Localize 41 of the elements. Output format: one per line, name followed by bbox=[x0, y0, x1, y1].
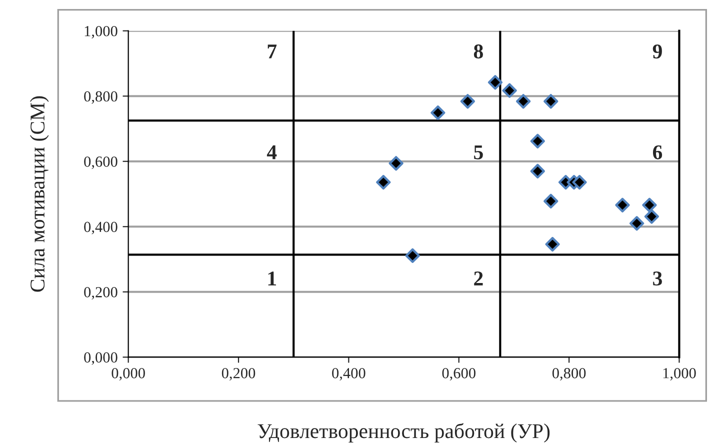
point bbox=[642, 198, 657, 212]
annotation: 8 bbox=[474, 44, 483, 58]
point bbox=[502, 83, 517, 98]
y-axis-title: Сила мотивации (СМ) bbox=[30, 96, 49, 292]
annotation: 5 bbox=[474, 145, 483, 160]
y-tick-label: 0,400 bbox=[84, 222, 118, 234]
point bbox=[405, 248, 420, 263]
point bbox=[572, 174, 587, 190]
point bbox=[488, 75, 503, 90]
point bbox=[629, 216, 644, 231]
annotation: 4 bbox=[266, 145, 277, 160]
x-tick-label: 0,200 bbox=[222, 368, 256, 381]
x-tick-label: 0,600 bbox=[442, 368, 476, 381]
point bbox=[544, 94, 558, 109]
point bbox=[644, 209, 659, 224]
x-tick-label: 0,400 bbox=[332, 368, 366, 381]
annotation: 3 bbox=[653, 272, 662, 286]
y-tick-label: 0,000 bbox=[84, 352, 118, 365]
y-tick-label: 1,000 bbox=[84, 26, 118, 38]
annotation: 9 bbox=[652, 44, 662, 58]
y-tick-label: 0,200 bbox=[84, 287, 118, 300]
x-tick-label: 0,000 bbox=[112, 368, 145, 381]
annotation: 2 bbox=[474, 272, 483, 286]
x-tick-label: 1,000 bbox=[663, 368, 696, 381]
annotation: 7 bbox=[268, 44, 277, 58]
point bbox=[460, 94, 475, 109]
point bbox=[545, 236, 560, 252]
y-tick-label: 0,800 bbox=[84, 91, 118, 104]
point bbox=[544, 194, 558, 208]
point bbox=[430, 105, 446, 120]
point bbox=[516, 94, 531, 109]
point bbox=[530, 134, 545, 148]
point bbox=[615, 198, 630, 212]
annotation: 1 bbox=[268, 272, 276, 286]
y-tick-label: 0,600 bbox=[84, 156, 118, 170]
x-axis-title: Удовлетворенность работой (УР) bbox=[258, 423, 550, 442]
point bbox=[388, 156, 404, 171]
point bbox=[530, 164, 545, 178]
point bbox=[376, 174, 391, 190]
annotation: 6 bbox=[652, 145, 662, 160]
x-tick-label: 0,800 bbox=[552, 368, 586, 381]
